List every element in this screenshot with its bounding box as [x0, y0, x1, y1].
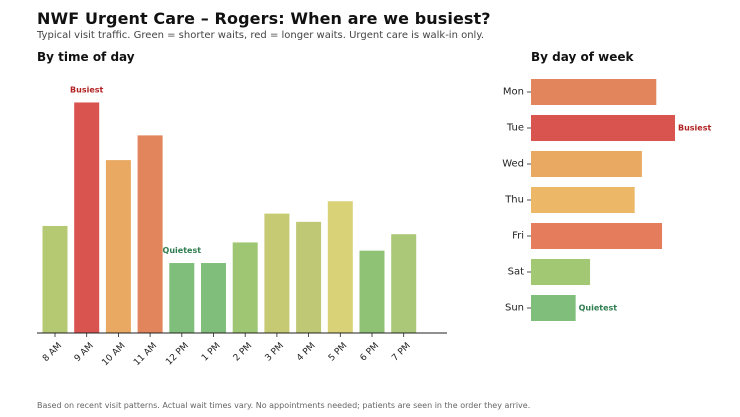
y-tick-label: Sat — [508, 267, 524, 278]
day-bar — [531, 259, 591, 285]
time-bar — [232, 242, 258, 333]
day-bar — [531, 295, 576, 321]
y-tick-label: Mon — [503, 87, 524, 98]
x-tick-label: 5 PM — [327, 341, 349, 363]
day-bar — [531, 151, 642, 177]
day-bar — [531, 187, 635, 213]
y-tick-label: Fri — [512, 231, 524, 242]
x-tick-label: 10 AM — [100, 341, 127, 368]
time-bar — [327, 201, 353, 333]
page-title: NWF Urgent Care – Rogers: When are we bu… — [37, 9, 491, 28]
time-bar — [74, 102, 100, 333]
x-tick-label: 12 PM — [164, 341, 191, 368]
y-tick-label: Tue — [506, 123, 524, 134]
time-of-day-chart-title: By time of day — [37, 50, 135, 64]
x-tick-label: 6 PM — [359, 341, 381, 363]
time-bar — [359, 250, 385, 333]
time-bar — [264, 213, 290, 333]
x-tick-label: 7 PM — [390, 341, 412, 363]
x-tick-label: 9 AM — [73, 341, 96, 364]
day-bar — [531, 223, 663, 249]
x-tick-label: 2 PM — [232, 341, 254, 363]
x-tick-label: 3 PM — [264, 341, 286, 363]
x-tick-label: 11 AM — [132, 341, 159, 368]
time-bar — [169, 263, 195, 333]
bar-annotation: Busiest — [678, 124, 711, 133]
footnote: Based on recent visit patterns. Actual w… — [37, 401, 531, 410]
bar-annotation: Quietest — [579, 304, 618, 313]
time-bar — [105, 160, 131, 333]
x-tick-label: 4 PM — [295, 341, 317, 363]
y-tick-label: Thu — [504, 195, 524, 206]
time-bar — [391, 234, 417, 333]
bar-annotation: Busiest — [70, 85, 103, 94]
x-tick-label: 1 PM — [200, 341, 222, 363]
bar-annotation: Quietest — [163, 246, 202, 255]
time-bar — [296, 221, 322, 333]
x-tick-label: 8 AM — [41, 341, 64, 364]
y-tick-label: Sun — [505, 303, 524, 314]
y-tick-label: Wed — [502, 159, 524, 170]
day-of-week-chart-title: By day of week — [531, 50, 634, 64]
day-bar — [531, 79, 657, 105]
time-bar — [201, 263, 226, 333]
time-bar — [42, 225, 68, 333]
page-subtitle: Typical visit traffic. Green = shorter w… — [37, 30, 484, 41]
time-bar — [137, 135, 163, 333]
day-bar — [531, 115, 675, 141]
